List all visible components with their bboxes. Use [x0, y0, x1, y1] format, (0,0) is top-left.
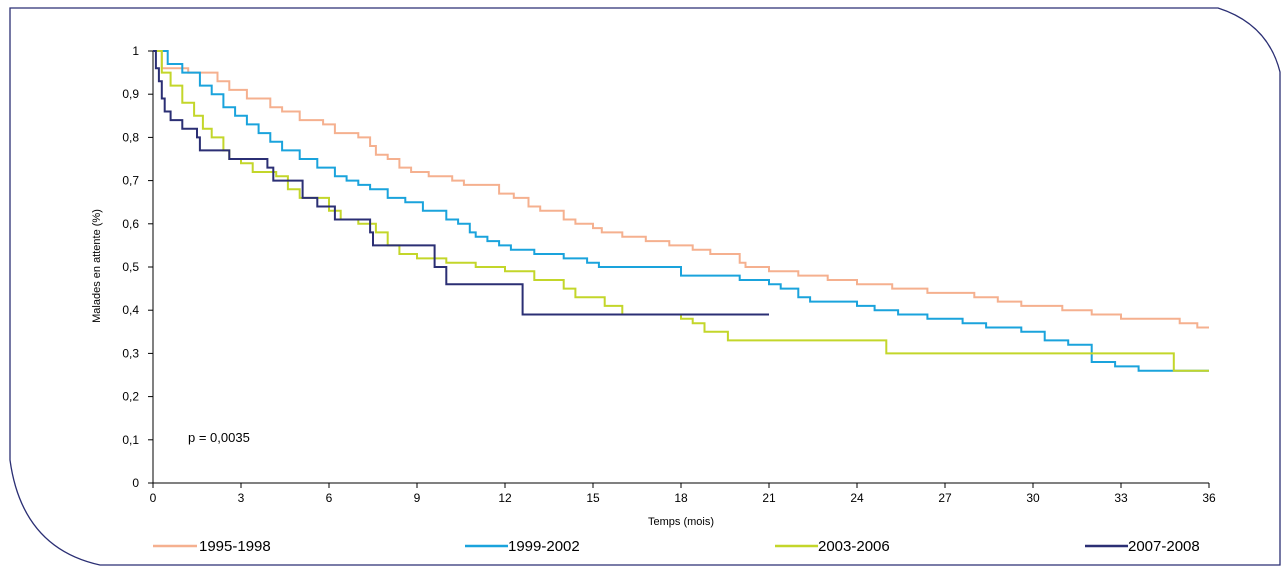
- x-tick-label: 24: [850, 491, 864, 505]
- series-lines: [153, 50, 1209, 372]
- x-tick-label: 30: [1026, 491, 1040, 505]
- x-tick-label: 0: [150, 491, 157, 505]
- series-line-2003-2006: [153, 50, 1209, 372]
- y-tick-label: 0,5: [122, 260, 139, 274]
- legend-label-1999-2002: 1999-2002: [508, 538, 580, 555]
- y-tick-label: 0,3: [122, 346, 139, 360]
- series-line-2007-2008: [153, 50, 769, 316]
- y-tick-label: 1: [132, 44, 139, 58]
- axes: 0 3 6 9 12 15 18 21 24 27 30 33 3600,10,20,30,40,50,…: [122, 44, 1216, 505]
- y-tick-label: 0,7: [122, 174, 139, 188]
- y-axis-title: Malades en attente (%): [91, 209, 103, 323]
- x-tick-label: 18: [674, 491, 688, 505]
- y-tick-label: 0,1: [122, 433, 139, 447]
- x-tick-label: 9: [414, 491, 421, 505]
- x-tick-label: 15: [586, 491, 600, 505]
- y-tick-label: 0,4: [122, 303, 139, 317]
- p-value-annotation: p = 0,0035: [188, 430, 250, 445]
- legend-label-2007-2008: 2007-2008: [1128, 538, 1200, 555]
- series-line-1999-2002: [153, 50, 1209, 372]
- x-tick-label: 33: [1114, 491, 1128, 505]
- y-tick-label: 0,9: [122, 87, 139, 101]
- x-axis-title: Temps (mois): [648, 516, 714, 528]
- x-tick-label: 36: [1202, 491, 1216, 505]
- legend-label-1995-1998: 1995-1998: [199, 538, 271, 555]
- legend-label-2003-2006: 2003-2006: [818, 538, 890, 555]
- y-tick-label: 0: [132, 476, 139, 490]
- x-tick-label: 3: [238, 491, 245, 505]
- x-tick-label: 27: [938, 491, 952, 505]
- x-tick-label: 21: [762, 491, 776, 505]
- series-line-1995-1998: [153, 50, 1209, 329]
- x-tick-label: 6: [326, 491, 333, 505]
- legend: 1995-1998 1999-2002 2003-2006 2007-2008: [153, 538, 1200, 555]
- y-tick-label: 0,8: [122, 130, 139, 144]
- y-tick-label: 0,2: [122, 390, 139, 404]
- x-tick-label: 12: [498, 491, 512, 505]
- frame-border: [9, 7, 1281, 566]
- y-tick-label: 0,6: [122, 217, 139, 231]
